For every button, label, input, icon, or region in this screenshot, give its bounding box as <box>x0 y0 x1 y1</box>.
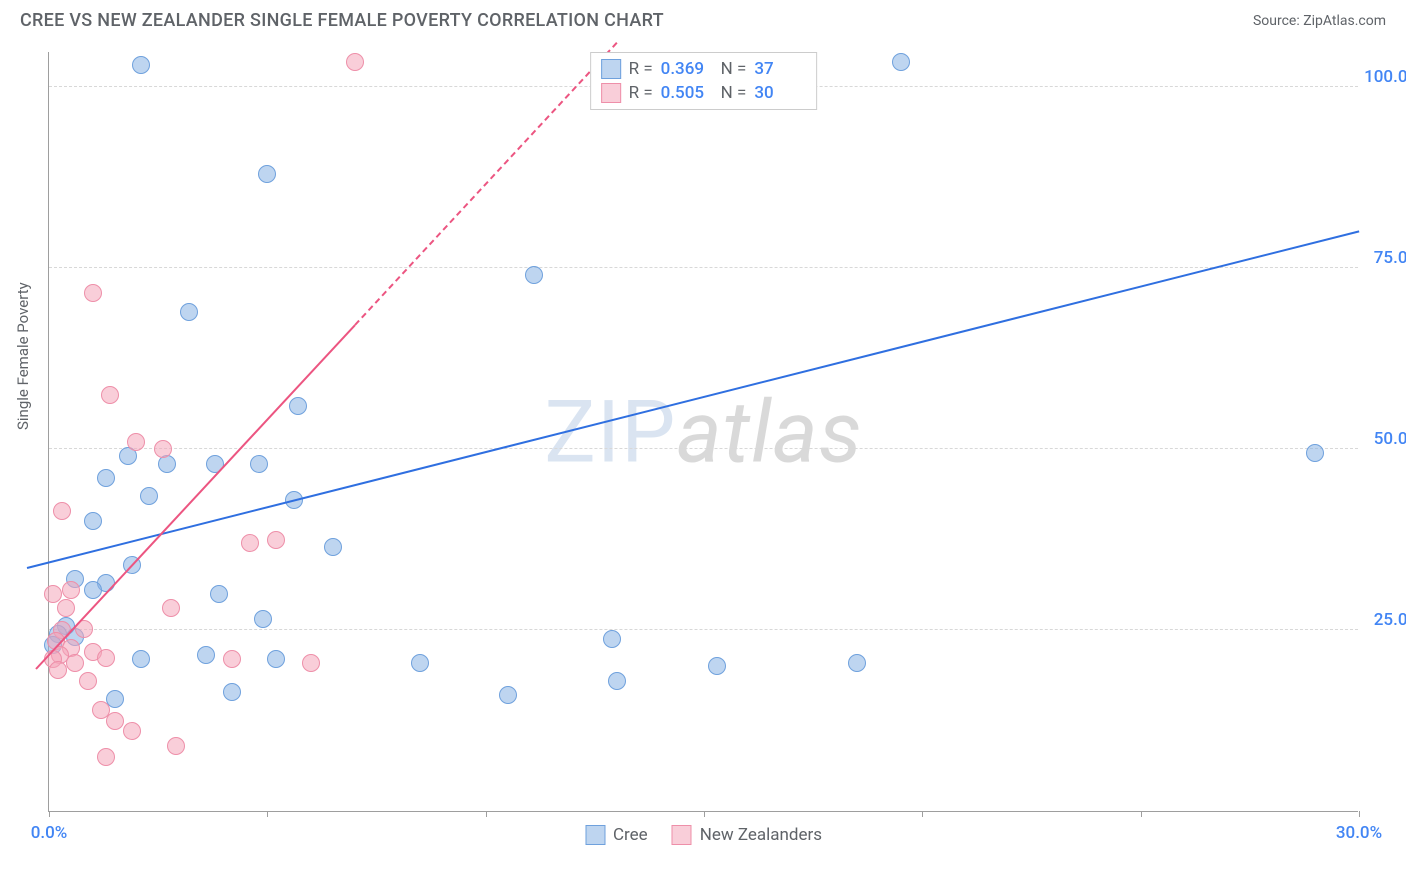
y-tick-label: 75.0% <box>1374 248 1406 268</box>
data-point-nz <box>49 661 67 679</box>
data-point-cree <box>84 581 102 599</box>
data-point-cree <box>499 686 517 704</box>
legend-stats-row-nz: R = 0.505 N = 30 <box>601 81 807 105</box>
data-point-cree <box>411 654 429 672</box>
data-point-nz <box>223 650 241 668</box>
data-point-nz <box>53 502 71 520</box>
y-tick-label: 100.0% <box>1364 67 1406 87</box>
data-point-nz <box>62 581 80 599</box>
data-point-cree <box>84 512 102 530</box>
x-tick <box>1141 811 1142 817</box>
data-point-nz <box>97 748 115 766</box>
legend-series: Cree New Zealanders <box>585 825 822 845</box>
data-point-cree <box>608 672 626 690</box>
y-tick-label: 25.0% <box>1374 610 1406 630</box>
data-point-nz <box>127 433 145 451</box>
trendline-cree <box>27 230 1359 569</box>
data-point-cree <box>525 266 543 284</box>
chart-title: CREE VS NEW ZEALANDER SINGLE FEMALE POVE… <box>20 10 664 31</box>
data-point-nz <box>167 737 185 755</box>
data-point-nz <box>162 599 180 617</box>
data-point-cree <box>289 397 307 415</box>
data-point-cree <box>250 455 268 473</box>
data-point-nz <box>241 534 259 552</box>
legend-swatch-cree <box>601 59 621 79</box>
legend-stats: R = 0.369 N = 37 R = 0.505 N = 30 <box>590 52 818 110</box>
legend-item-nz: New Zealanders <box>672 825 822 845</box>
y-tick-label: 50.0% <box>1374 429 1406 449</box>
legend-r-label: R = <box>629 59 653 79</box>
data-point-cree <box>132 56 150 74</box>
y-axis-title: Single Female Poverty <box>14 282 32 430</box>
legend-r-value-nz: 0.505 <box>661 83 713 103</box>
data-point-nz <box>101 386 119 404</box>
data-point-cree <box>258 165 276 183</box>
x-tick <box>704 811 705 817</box>
x-tick <box>49 811 50 817</box>
data-point-nz <box>123 722 141 740</box>
legend-n-value-cree: 37 <box>754 59 806 79</box>
data-point-nz <box>106 712 124 730</box>
legend-stats-row-cree: R = 0.369 N = 37 <box>601 57 807 81</box>
data-point-cree <box>892 53 910 71</box>
legend-swatch-nz <box>672 825 692 845</box>
data-point-nz <box>346 53 364 71</box>
data-point-cree <box>267 650 285 668</box>
x-tick <box>922 811 923 817</box>
gridline <box>49 629 1358 630</box>
data-point-nz <box>267 531 285 549</box>
data-point-cree <box>180 303 198 321</box>
legend-swatch-cree <box>585 825 605 845</box>
data-point-nz <box>57 599 75 617</box>
legend-n-label: N = <box>721 59 747 79</box>
legend-r-value-cree: 0.369 <box>661 59 713 79</box>
x-tick <box>486 811 487 817</box>
legend-label-nz: New Zealanders <box>700 825 822 845</box>
legend-item-cree: Cree <box>585 825 648 845</box>
data-point-cree <box>210 585 228 603</box>
chart-header: CREE VS NEW ZEALANDER SINGLE FEMALE POVE… <box>0 0 1406 39</box>
trendline-nz-dashed <box>354 42 617 326</box>
data-point-cree <box>708 657 726 675</box>
data-point-cree <box>848 654 866 672</box>
data-point-cree <box>223 683 241 701</box>
scatter-chart: ZIPatlas 25.0%50.0%75.0%100.0%0.0%30.0%R… <box>48 52 1358 812</box>
data-point-nz <box>44 585 62 603</box>
data-point-cree <box>97 469 115 487</box>
legend-r-label: R = <box>629 83 653 103</box>
x-tick-label: 30.0% <box>1336 823 1382 843</box>
data-point-nz <box>302 654 320 672</box>
data-point-nz <box>79 672 97 690</box>
data-point-nz <box>97 649 115 667</box>
data-point-cree <box>132 650 150 668</box>
data-point-cree <box>140 487 158 505</box>
x-tick <box>1359 811 1360 817</box>
source-name: ZipAtlas.com <box>1303 13 1386 29</box>
data-point-nz <box>66 654 84 672</box>
data-point-cree <box>1306 444 1324 462</box>
gridline <box>49 448 1358 449</box>
legend-swatch-nz <box>601 83 621 103</box>
source-prefix: Source: <box>1253 13 1303 29</box>
legend-label-cree: Cree <box>613 825 648 845</box>
data-point-cree <box>254 610 272 628</box>
data-point-cree <box>324 538 342 556</box>
data-point-cree <box>603 630 621 648</box>
legend-n-value-nz: 30 <box>754 83 806 103</box>
chart-source: Source: ZipAtlas.com <box>1253 13 1386 29</box>
gridline <box>49 267 1358 268</box>
data-point-nz <box>84 284 102 302</box>
legend-n-label: N = <box>721 83 747 103</box>
x-tick <box>267 811 268 817</box>
data-point-cree <box>197 646 215 664</box>
data-point-nz <box>154 440 172 458</box>
x-tick-label: 0.0% <box>31 823 68 843</box>
